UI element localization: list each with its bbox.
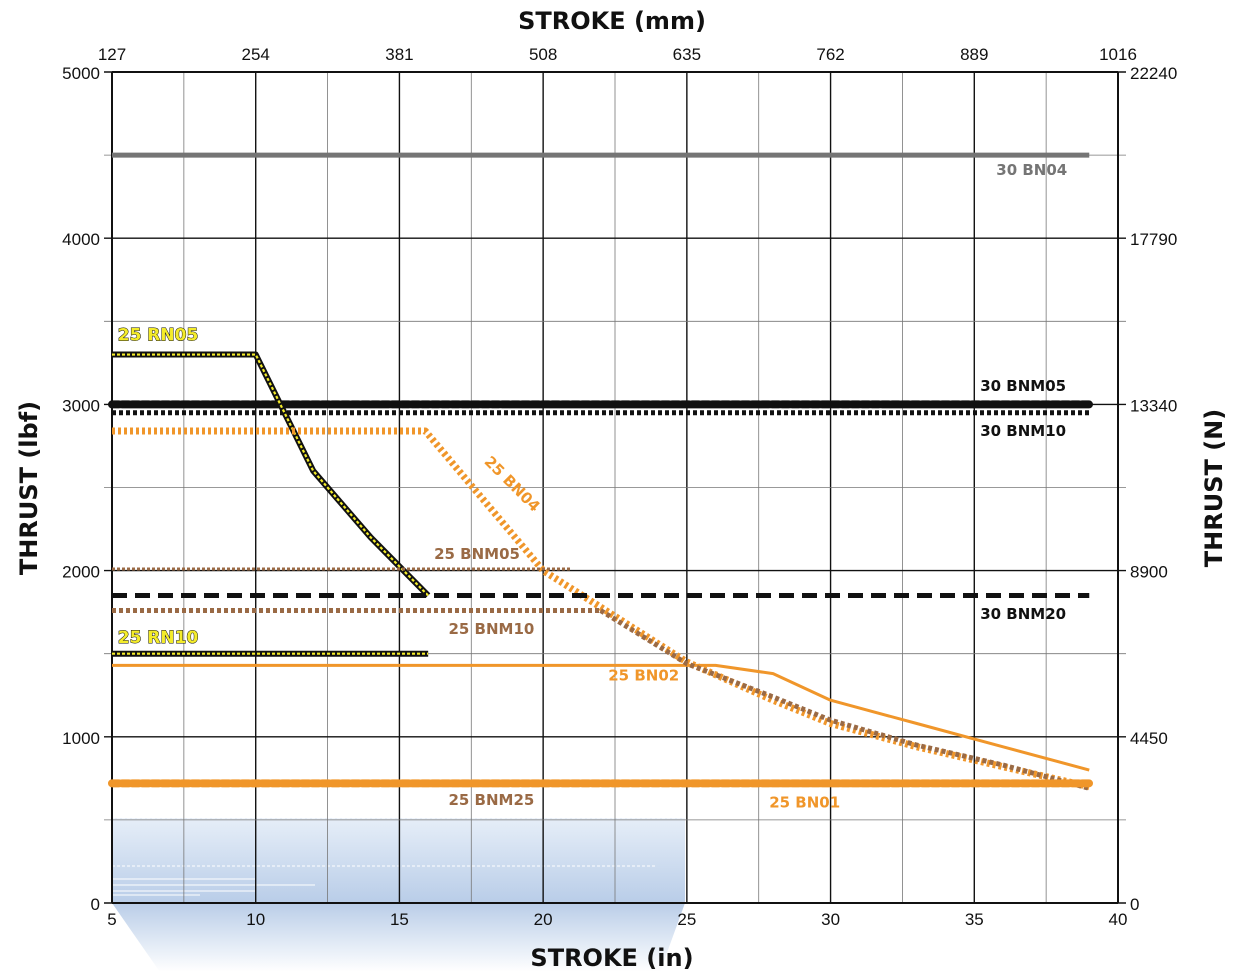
y2-tick-label: 4450 [1130, 729, 1168, 748]
y-tick-label: 1000 [62, 729, 100, 748]
shaded-region [112, 818, 685, 903]
y2-tick-label: 8900 [1130, 563, 1168, 582]
x2-tick-label: 762 [816, 45, 844, 64]
y-axis-title: THRUST (lbf) [15, 401, 43, 575]
x-tick-label: 15 [390, 910, 409, 929]
series-label-25-bnm25: 25 BNM25 [448, 791, 534, 809]
series-line-25-bn02 [112, 663, 1090, 772]
x-tick-label: 30 [821, 910, 840, 929]
x-tick-label: 20 [534, 910, 553, 929]
shaded-region-base [112, 903, 685, 972]
x-tick-label: 25 [677, 910, 696, 929]
y2-tick-label: 22240 [1130, 64, 1177, 83]
y2-tick-label: 13340 [1130, 396, 1177, 415]
y-tick-label: 4000 [62, 230, 100, 249]
series-label-25-bn04: 25 BN04 [481, 453, 544, 516]
series-line-25-bn04 [112, 427, 1091, 791]
y2-tick-label: 17790 [1130, 230, 1177, 249]
x-tick-label: 40 [1109, 910, 1128, 929]
series-labels: 30 BN04 30 BNM05 30 BNM10 25 RN05 25 BN04 25 … [117, 161, 1067, 811]
x2-tick-label: 254 [242, 45, 270, 64]
series-label-25-bnm10: 25 BNM10 [448, 620, 534, 638]
tick-labels: 5 10 15 20 25 30 35 40 127 254 381 508 635 762 889 1016… [62, 45, 1177, 929]
series-lines [108, 152, 1094, 791]
x2-tick-label: 1016 [1099, 45, 1137, 64]
series-label-25-rn10: 25 RN10 [118, 628, 199, 648]
y-tick-label: 3000 [62, 396, 100, 415]
x-axis-title: STROKE (in) [530, 944, 693, 972]
series-label-30-bnm10: 30 BNM10 [980, 422, 1066, 440]
x-tick-label: 35 [965, 910, 984, 929]
x2-tick-label: 635 [673, 45, 701, 64]
x2-axis-title: STROKE (mm) [518, 7, 706, 35]
series-label-25-bn01: 25 BN01 [769, 793, 840, 811]
y-tick-label: 5000 [62, 64, 100, 83]
x-tick-label: 5 [107, 910, 116, 929]
series-label-30-bn04: 30 BN04 [996, 161, 1067, 179]
y2-tick-label: 0 [1130, 895, 1139, 914]
series-label-25-rn05: 25 RN05 [118, 325, 199, 345]
series-label-30-bnm05: 30 BNM05 [980, 377, 1066, 395]
series-line-25-bnm25 [599, 608, 1090, 791]
x-tick-label: 10 [246, 910, 265, 929]
series-line-25-rn05 [112, 351, 431, 598]
x2-tick-label: 508 [529, 45, 557, 64]
grid-lines [104, 71, 1126, 904]
y-tick-label: 0 [91, 895, 100, 914]
y-tick-label: 2000 [62, 563, 100, 582]
series-label-25-bnm05: 25 BNM05 [434, 545, 520, 563]
x2-tick-label: 127 [98, 45, 126, 64]
x2-tick-label: 889 [960, 45, 988, 64]
x2-tick-label: 381 [385, 45, 413, 64]
y2-axis-title: THRUST (N) [1200, 409, 1228, 567]
series-label-25-bn02: 25 BN02 [608, 666, 679, 684]
series-label-30-bnm20: 30 BNM20 [980, 605, 1066, 623]
series-line-25-rn05-inner [112, 353, 429, 597]
